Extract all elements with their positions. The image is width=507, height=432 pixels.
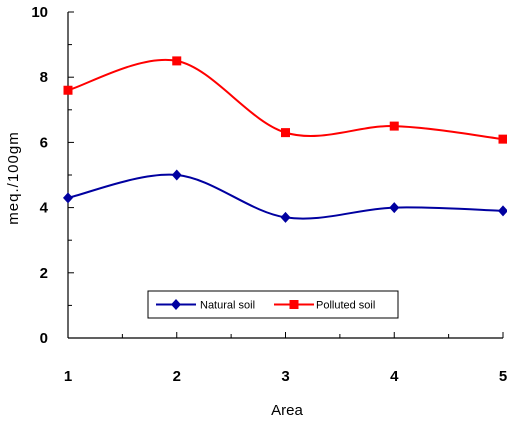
x-tick-label: 4 [390,368,399,385]
data-point [64,86,73,95]
data-point [281,212,291,223]
data-point [172,170,182,181]
legend-label: Natural soil [200,300,255,312]
x-axis-title: Area [271,402,303,419]
data-point [281,128,290,137]
data-point [63,192,73,203]
x-tick-label: 5 [499,368,507,385]
series-natural-soil [63,170,507,223]
legend-swatch-marker [290,300,299,309]
data-point [499,135,507,144]
data-point [172,56,181,65]
data-point [498,205,507,216]
series-polluted-soil [64,56,507,143]
y-axis-title: meq./100gm [5,131,22,224]
legend: Natural soil Polluted soil [148,291,398,318]
legend-label: Polluted soil [316,300,375,312]
y-tick-label: 0 [40,330,48,347]
y-tick-label: 8 [40,69,48,86]
series-layer [63,56,507,222]
x-tick-label: 1 [64,368,72,385]
y-tick-label: 4 [40,200,49,217]
data-point [389,202,399,213]
data-point [390,122,399,131]
y-tick-label: 2 [40,265,48,282]
x-tick-label: 3 [281,368,289,385]
y-tick-label: 6 [40,134,48,151]
series-line [68,60,503,139]
x-tick-label: 2 [173,368,181,385]
y-tick-label: 10 [31,4,48,21]
